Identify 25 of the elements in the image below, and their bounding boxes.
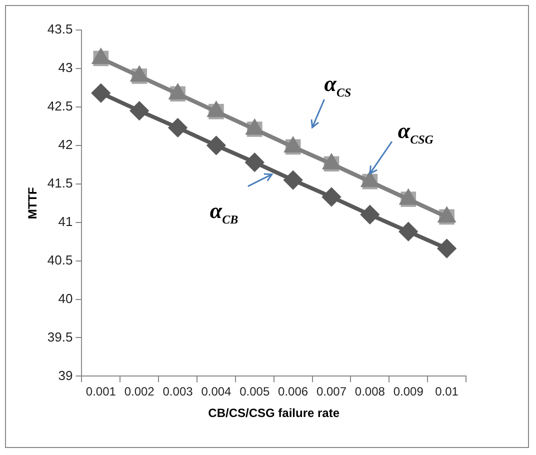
y-tick-label: 41 [58, 214, 73, 229]
series-label: α$_{CSG}$ [398, 118, 434, 146]
y-tick-label: 39 [58, 368, 73, 383]
x-tick-label: 0.005 [240, 384, 270, 399]
y-tick-label: 39.5 [47, 329, 73, 344]
y-tick-label: 42 [58, 136, 73, 152]
x-axis-title: CB/CS/CSG failure rate [208, 406, 340, 420]
y-axis-title: MTTF [26, 187, 40, 220]
x-tick-label: 0.01 [435, 384, 459, 399]
x-tick-label: 0.006 [278, 384, 308, 399]
y-tick-label: 43 [58, 60, 73, 76]
x-tick-label: 0.003 [162, 384, 194, 399]
x-tick-label: 0.004 [201, 384, 232, 399]
text: α$_{CS}$ [324, 71, 352, 100]
y-tick-label: 40 [58, 290, 73, 306]
x-tick-label: 0.001 [86, 384, 116, 399]
y-tick-label: 41.5 [47, 175, 73, 190]
x-tick-label: 0.007 [316, 384, 347, 399]
series-label: α$_{CB}$ [210, 198, 238, 227]
y-tick-label: 40.5 [47, 252, 73, 268]
x-tick-label: 0.002 [124, 384, 155, 399]
y-tick-label: 42.5 [47, 98, 73, 114]
x-tick-label: 0.008 [354, 384, 386, 399]
y-tick-label: 43.5 [47, 22, 73, 37]
x-tick-label: 0.009 [393, 384, 424, 399]
